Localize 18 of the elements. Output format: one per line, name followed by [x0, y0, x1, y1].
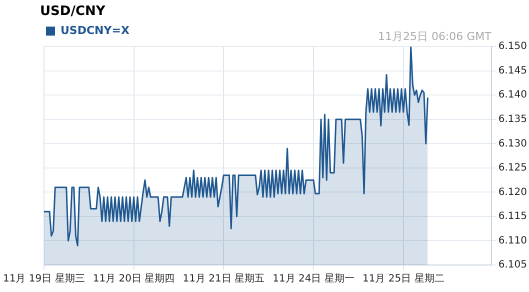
y-tick-label: 6.150: [498, 41, 528, 52]
y-tick-label: 6.145: [498, 65, 528, 76]
chart-title: USD/CNY: [40, 4, 106, 20]
y-tick-label: 6.120: [498, 186, 528, 198]
y-tick-label: 6.135: [498, 114, 528, 125]
text: 11月25日 06:06 GMT: [378, 30, 492, 43]
y-tick-label: 6.115: [498, 211, 528, 222]
y-tick-label: 6.105: [498, 260, 528, 271]
x-tick-label: 11月 24日 星期一: [272, 272, 354, 285]
y-tick-label: 6.110: [498, 235, 528, 246]
y-tick-label: 6.130: [498, 138, 528, 150]
legend-label: USDCNY=X: [60, 24, 130, 37]
x-tick-label: 11月 21日 星期五: [182, 272, 265, 285]
y-tick-label: 6.125: [498, 162, 528, 174]
x-tick-label: 11月 25日 星期二: [362, 272, 444, 285]
x-tick-label: 11月 19日 星期三: [2, 272, 85, 285]
x-tick-label: 11月 20日 星期四: [92, 272, 175, 285]
y-tick-label: 6.140: [498, 90, 528, 101]
